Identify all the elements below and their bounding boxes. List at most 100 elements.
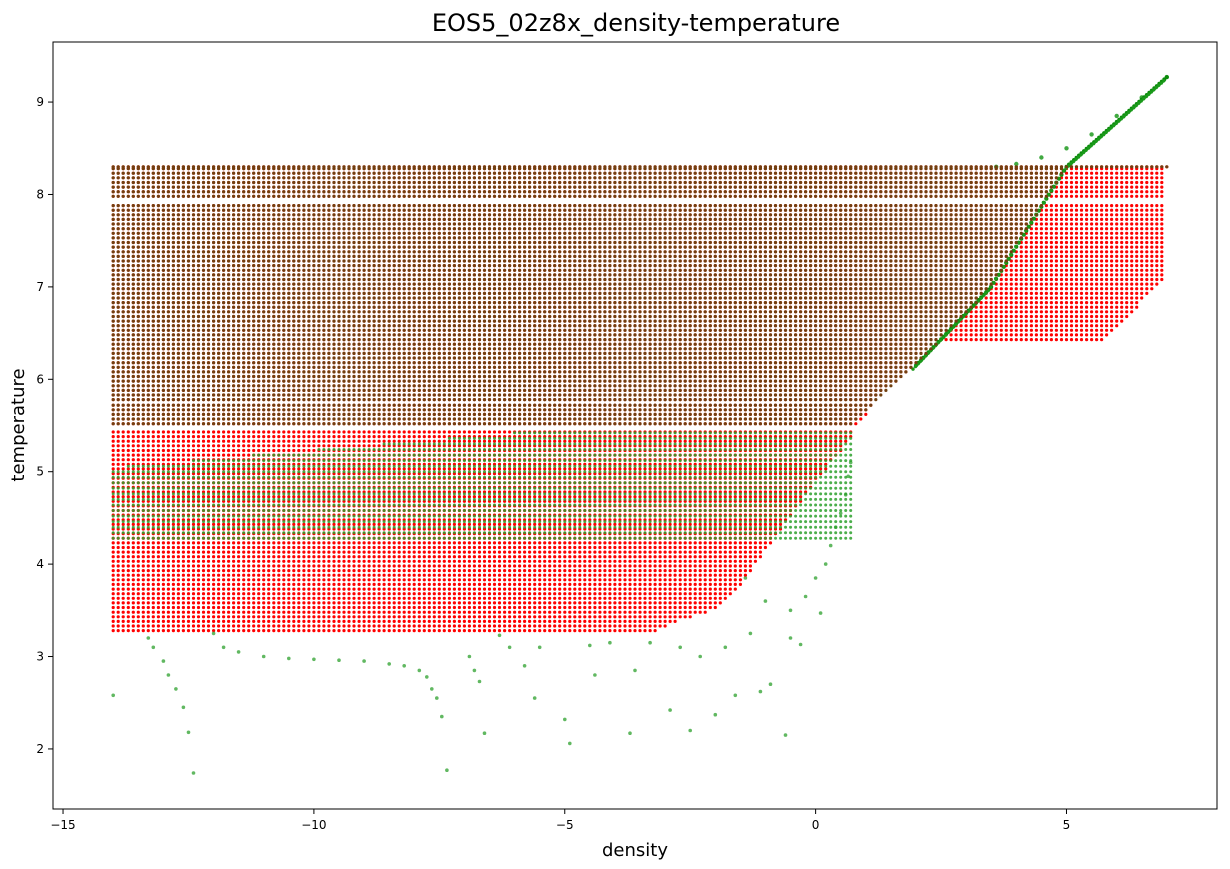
red-point bbox=[538, 551, 541, 554]
red-point bbox=[453, 624, 456, 627]
red-point bbox=[112, 458, 115, 461]
red-point bbox=[157, 611, 160, 614]
red-point bbox=[628, 597, 631, 600]
red-point bbox=[513, 541, 516, 544]
red-point bbox=[724, 574, 727, 577]
red-point bbox=[172, 495, 175, 498]
red-point bbox=[247, 601, 250, 604]
red-point bbox=[177, 454, 180, 457]
red-point bbox=[358, 578, 361, 581]
red-point bbox=[272, 541, 275, 544]
red-point bbox=[332, 615, 335, 618]
red-point bbox=[408, 620, 411, 623]
red-point bbox=[473, 569, 476, 572]
red-point bbox=[147, 569, 150, 572]
red-point bbox=[438, 467, 441, 470]
red-point bbox=[197, 546, 200, 549]
red-point bbox=[458, 555, 461, 558]
red-point bbox=[217, 578, 220, 581]
red-point bbox=[513, 620, 516, 623]
red-point bbox=[633, 620, 636, 623]
red-point bbox=[543, 541, 546, 544]
red-point bbox=[418, 592, 421, 595]
red-point bbox=[177, 495, 180, 498]
red-point bbox=[352, 611, 355, 614]
red-point bbox=[423, 555, 426, 558]
red-point bbox=[704, 592, 707, 595]
red-point bbox=[207, 555, 210, 558]
red-point bbox=[603, 606, 606, 609]
red-point bbox=[754, 560, 757, 563]
red-point bbox=[503, 583, 506, 586]
red-point bbox=[674, 551, 677, 554]
red-point bbox=[573, 583, 576, 586]
red-point bbox=[142, 546, 145, 549]
red-point bbox=[207, 597, 210, 600]
red-point bbox=[242, 541, 245, 544]
red-point bbox=[513, 615, 516, 618]
red-point bbox=[453, 615, 456, 618]
red-point bbox=[222, 620, 225, 623]
red-point bbox=[443, 541, 446, 544]
red-point bbox=[433, 611, 436, 614]
red-point bbox=[373, 541, 376, 544]
red-point bbox=[337, 606, 340, 609]
red-point bbox=[548, 624, 551, 627]
red-point bbox=[322, 523, 325, 526]
red-point bbox=[122, 564, 125, 567]
red-point bbox=[162, 588, 165, 591]
red-point bbox=[217, 583, 220, 586]
red-point bbox=[553, 583, 556, 586]
red-point bbox=[418, 583, 421, 586]
red-point bbox=[513, 555, 516, 558]
red-point bbox=[332, 629, 335, 632]
red-point bbox=[378, 601, 381, 604]
red-point bbox=[383, 560, 386, 563]
red-point bbox=[322, 597, 325, 600]
red-point bbox=[292, 551, 295, 554]
red-point bbox=[342, 495, 345, 498]
red-point bbox=[157, 569, 160, 572]
red-point bbox=[689, 523, 692, 526]
red-point bbox=[358, 615, 361, 618]
red-point bbox=[127, 578, 130, 581]
red-point bbox=[478, 615, 481, 618]
red-point bbox=[463, 569, 466, 572]
red-point bbox=[347, 560, 350, 563]
red-point bbox=[669, 601, 672, 604]
red-point bbox=[724, 523, 727, 526]
red-point bbox=[327, 583, 330, 586]
red-point bbox=[282, 523, 285, 526]
red-point bbox=[167, 458, 170, 461]
red-point bbox=[714, 555, 717, 558]
red-point bbox=[418, 569, 421, 572]
red-point bbox=[373, 611, 376, 614]
red-point bbox=[368, 629, 371, 632]
red-point bbox=[232, 606, 235, 609]
red-point bbox=[513, 564, 516, 567]
red-point bbox=[468, 629, 471, 632]
red-point bbox=[227, 611, 230, 614]
red-point bbox=[483, 601, 486, 604]
red-point bbox=[408, 606, 411, 609]
red-point bbox=[684, 541, 687, 544]
red-point bbox=[754, 546, 757, 549]
red-point bbox=[418, 467, 421, 470]
red-point bbox=[679, 546, 682, 549]
red-point bbox=[262, 560, 265, 563]
red-point bbox=[488, 578, 491, 581]
red-point bbox=[654, 560, 657, 563]
red-point bbox=[463, 601, 466, 604]
red-point bbox=[398, 467, 401, 470]
red-point bbox=[779, 523, 782, 526]
red-point bbox=[287, 597, 290, 600]
red-point bbox=[122, 458, 125, 461]
red-point bbox=[393, 624, 396, 627]
red-point bbox=[503, 597, 506, 600]
red-point bbox=[383, 578, 386, 581]
red-point bbox=[438, 606, 441, 609]
red-point bbox=[217, 454, 220, 457]
red-point bbox=[352, 551, 355, 554]
red-point bbox=[638, 583, 641, 586]
red-point bbox=[709, 467, 712, 470]
